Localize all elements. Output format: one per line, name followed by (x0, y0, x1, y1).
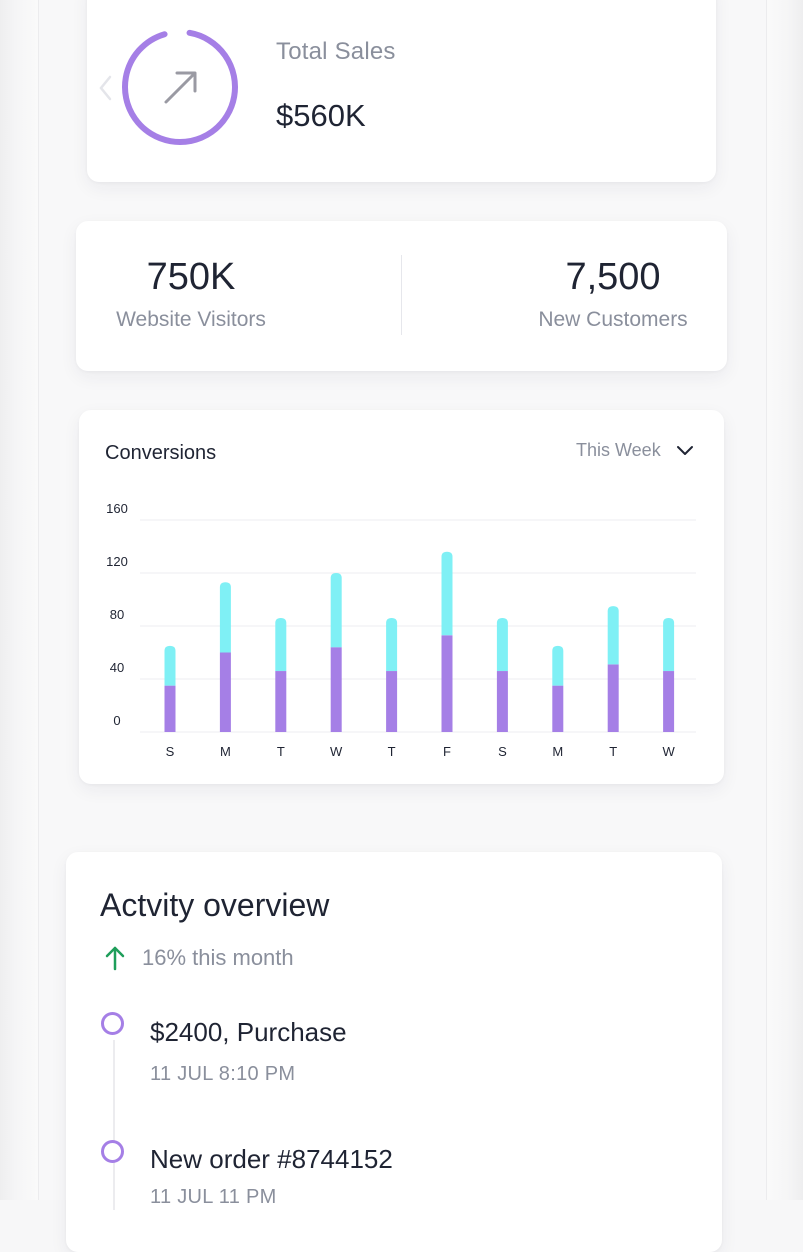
arrow-up-icon (105, 946, 125, 971)
stats-divider (401, 255, 402, 335)
chevron-down-icon[interactable] (676, 443, 694, 457)
device-frame-left (0, 0, 39, 1200)
period-select[interactable]: This Week (576, 440, 661, 460)
total-sales-label: Total Sales (276, 38, 396, 65)
new-customers-value: 7,500 (565, 256, 661, 298)
website-visitors-value: 750K (146, 256, 236, 298)
arrow-up-right-icon (164, 71, 197, 104)
timeline-line (113, 1040, 115, 1210)
conversions-title: Conversions (105, 442, 217, 464)
chevron-left-icon[interactable] (96, 74, 116, 102)
sales-progress-ring (122, 29, 238, 145)
activity-item-time: 11 JUL 8:10 PM (150, 1063, 296, 1085)
timeline-dot (101, 1012, 124, 1035)
activity-title: Actvity overview (100, 887, 330, 923)
total-sales-value: $560K (276, 98, 366, 133)
activity-item-title[interactable]: New order #8744152 (150, 1144, 393, 1174)
website-visitors-label: Website Visitors (116, 308, 266, 331)
activity-item-title[interactable]: $2400, Purchase (150, 1017, 347, 1047)
activity-item-time: 11 JUL 11 PM (150, 1186, 277, 1208)
conversions-card (79, 410, 724, 784)
timeline-dot (101, 1140, 124, 1163)
activity-overview-card (66, 852, 722, 1252)
device-frame-right (766, 0, 803, 1200)
new-customers-label: New Customers (538, 308, 688, 331)
activity-trend: 16% this month (142, 945, 294, 970)
